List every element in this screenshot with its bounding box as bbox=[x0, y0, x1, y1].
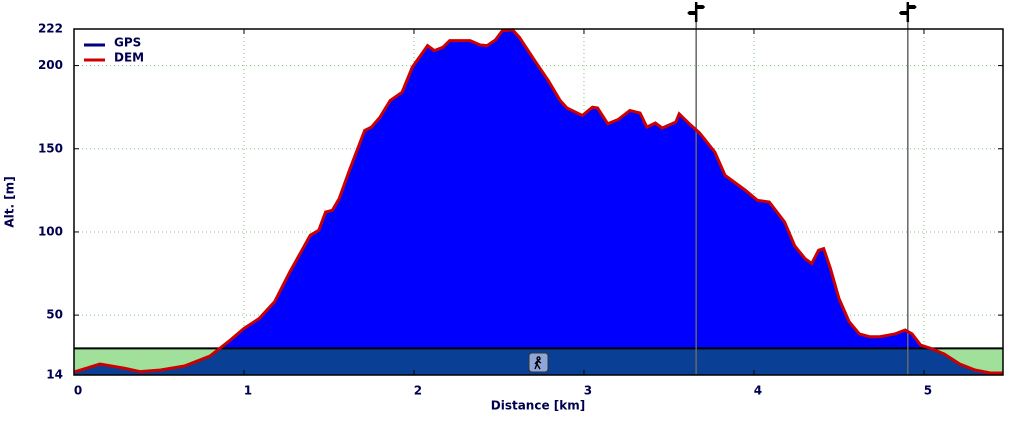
waypoint-sign bbox=[687, 5, 706, 15]
profile-area bbox=[74, 29, 1003, 376]
x-tick-label: 4 bbox=[754, 384, 762, 398]
waypoint-icon bbox=[687, 2, 706, 22]
x-axis-label: Distance [km] bbox=[491, 399, 585, 413]
y-tick-label: 50 bbox=[46, 308, 63, 322]
plot-frame bbox=[73, 28, 1004, 376]
hiker-icon-figure bbox=[534, 356, 542, 370]
legend-label: GPS bbox=[114, 36, 141, 50]
x-tick-label: 5 bbox=[924, 384, 932, 398]
x-tick-label: 2 bbox=[414, 384, 422, 398]
hiker-icon-box bbox=[528, 352, 549, 373]
y-tick-label: 200 bbox=[38, 58, 63, 72]
y-tick-label: 100 bbox=[38, 224, 63, 238]
x-tick-label: 0 bbox=[74, 384, 82, 398]
waypoint-icon bbox=[898, 2, 917, 22]
x-tick-label: 3 bbox=[584, 384, 592, 398]
y-tick-label: 222 bbox=[38, 22, 63, 36]
dem-line bbox=[73, 28, 1003, 375]
x-tick-label: 1 bbox=[244, 384, 252, 398]
y-tick-label: 150 bbox=[38, 141, 63, 155]
legend-label: DEM bbox=[114, 51, 144, 65]
y-tick-label: 14 bbox=[46, 368, 63, 382]
waypoint-sign bbox=[898, 5, 917, 15]
y-axis-label: Alt. [m] bbox=[3, 176, 17, 227]
hiker-icon bbox=[528, 352, 549, 373]
